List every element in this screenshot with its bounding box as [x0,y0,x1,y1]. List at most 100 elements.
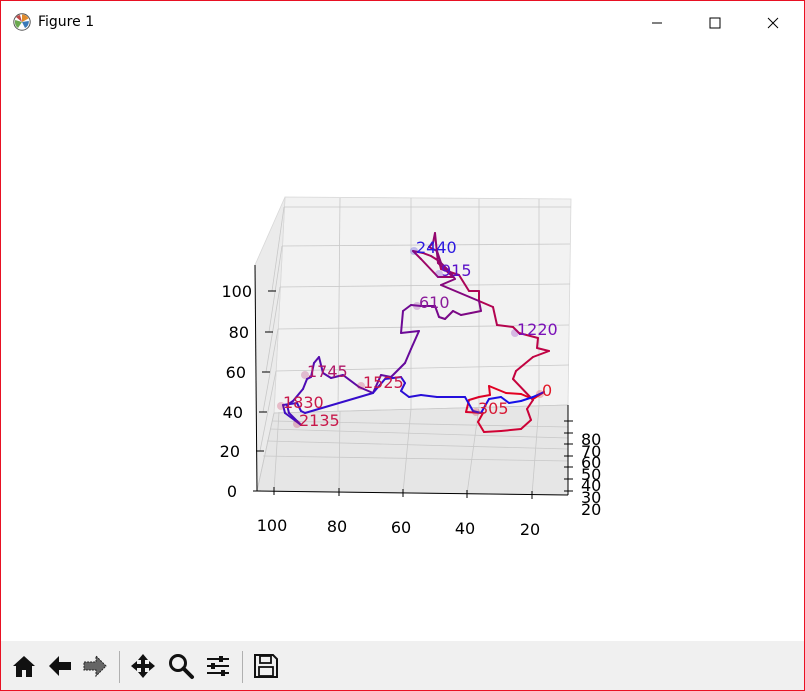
trajectory-segment [532,391,545,398]
y-tick-label: 80 [581,430,601,449]
trajectory-segment [420,258,439,278]
window-title: Figure 1 [38,14,95,30]
annotation-label: 915 [441,261,472,280]
trajectory-segment [313,356,320,364]
grid-line [531,405,540,496]
trajectory-segment [440,284,480,302]
annotation-label: 610 [419,293,450,312]
grid-line [269,428,569,439]
annotation-label: 2135 [299,411,340,430]
grid-line [262,328,279,413]
y-tick-label: 20 [581,500,601,519]
pan-button[interactable] [127,649,159,683]
trajectory-segment [284,412,302,426]
navigation-toolbar [1,641,804,690]
trajectory-segment [412,250,422,260]
minimize-icon [652,22,662,24]
trajectory-segment [460,312,472,316]
trajectory-segment [296,402,302,412]
annotation-label: 305 [478,399,509,418]
trajectory-segment [400,310,404,334]
annotation-marker [536,390,544,398]
trajectory-segment [286,404,290,414]
trajectory-segment [428,246,438,252]
y-tick-label: 50 [581,465,601,484]
grid-line [262,455,569,462]
trajectory-segment [436,250,442,264]
grid-line [271,206,285,292]
grid-lines [256,197,571,496]
grid-line [279,283,571,288]
annotation-marker [277,402,285,410]
annotation-label: 1525 [363,373,404,392]
trajectory-segment [480,398,490,414]
trajectory-segment [500,428,522,432]
trajectory-segment [330,374,344,379]
figure-canvas[interactable]: 0 20 40 60 80 100 100 80 60 40 20 20 30 40 50 60 70 80 … [1,45,804,641]
zoom-button[interactable] [165,649,197,683]
configure-subplots-button[interactable] [202,649,234,683]
trajectory-segment [400,376,406,384]
trajectory-segment [512,370,517,380]
trajectory-segment [536,347,550,352]
trajectory-segment [478,300,494,308]
trajectory-segment [483,430,502,433]
trajectory-segment [404,348,412,364]
trajectory-segment [477,421,485,433]
grid-line [277,324,570,330]
trajectory-segment [434,305,440,318]
trajectory-segment [322,372,332,379]
home-button[interactable] [8,649,40,683]
trajectory-segment [400,390,410,398]
trajectory-segment [440,278,456,286]
trajectory-segment [437,262,454,278]
forward-button[interactable] [79,649,111,683]
sliders-icon [207,656,229,676]
trajectory-segment [477,412,484,423]
move-icon [131,654,155,678]
save-button[interactable] [250,649,282,683]
trajectory-segment [488,385,491,396]
trajectory-segment [470,310,482,314]
trajectory-segment [488,396,502,400]
annotation-marker [472,408,480,416]
trajectory-segment [478,300,482,312]
minimize-button[interactable] [628,1,686,45]
trajectory-segment [532,350,550,358]
annotation-label: 1745 [307,362,348,381]
grid-line [268,245,283,333]
trajectory-segment [512,378,534,401]
y-tick-label: 70 [581,442,601,461]
trajectory-segment [410,330,420,350]
grid-line [273,411,280,492]
trajectory-segment [282,402,298,406]
trajectory-segment [458,274,470,292]
grid-line [266,440,569,450]
trajectory-segment [500,396,510,404]
x-tick-label: 20 [520,520,540,539]
y-tick-label: 60 [581,453,601,472]
trajectory-segment [526,408,532,421]
grid-line [256,412,275,492]
magnifier-icon [169,654,194,679]
trajectory-segment [342,374,360,388]
trajectory-segment [492,306,498,326]
trajectory-segment [372,378,386,394]
home-icon [13,656,35,677]
toolbar-separator [119,651,120,683]
trajectory-segment [472,410,482,414]
close-button[interactable] [744,1,802,45]
trajectory-segment [292,388,304,402]
trajectory-segment [282,404,286,414]
back-button[interactable] [44,649,76,683]
trajectory-segment [478,394,491,398]
maximize-button[interactable] [686,1,744,45]
trajectory-segment [318,356,324,374]
trajectory-segment [444,310,454,320]
trajectory-segment [302,378,308,390]
annotation-marker [301,371,309,379]
trajectory-segment [496,324,514,328]
grid-line [402,408,412,494]
